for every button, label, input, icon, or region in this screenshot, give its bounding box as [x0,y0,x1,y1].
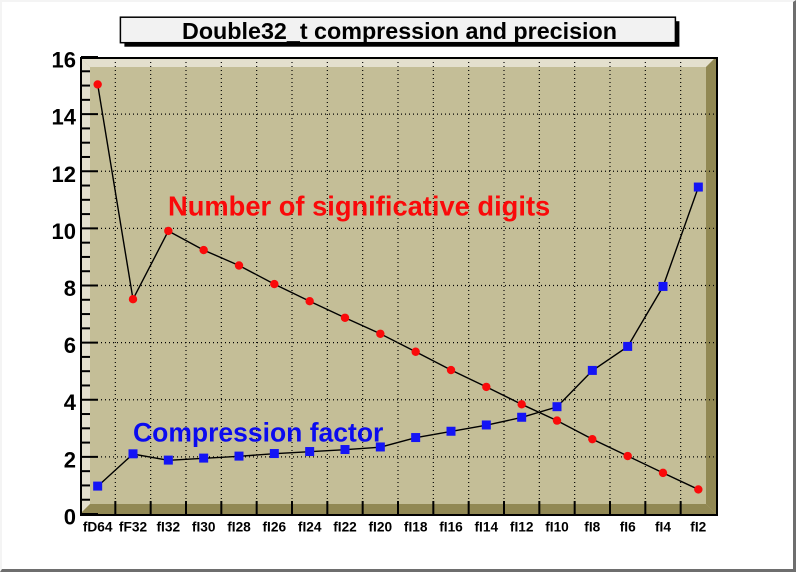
svg-text:8: 8 [64,276,76,301]
svg-text:fI16: fI16 [439,520,463,535]
svg-text:16: 16 [52,48,76,73]
svg-text:fI26: fI26 [263,520,287,535]
svg-text:fD64: fD64 [83,520,113,535]
svg-text:fI10: fI10 [545,520,569,535]
svg-text:Compression factor: Compression factor [133,417,383,447]
svg-text:Double32_t compression and pre: Double32_t compression and precision [182,18,617,44]
svg-text:10: 10 [52,219,76,244]
svg-text:fI32: fI32 [157,520,181,535]
svg-text:fI22: fI22 [333,520,357,535]
svg-text:fI6: fI6 [620,520,636,535]
svg-text:fI30: fI30 [192,520,216,535]
svg-text:fI20: fI20 [369,520,393,535]
svg-text:fI8: fI8 [584,520,600,535]
svg-text:6: 6 [64,333,76,358]
svg-text:14: 14 [52,105,77,130]
svg-text:Number of significative digits: Number of significative digits [168,191,550,222]
svg-text:fI18: fI18 [404,520,428,535]
svg-text:fF32: fF32 [119,520,148,535]
svg-text:0: 0 [64,505,76,530]
svg-text:fI4: fI4 [655,520,671,535]
svg-text:fI2: fI2 [690,520,706,535]
svg-text:fI28: fI28 [227,520,251,535]
svg-text:4: 4 [64,390,77,415]
svg-text:fI12: fI12 [510,520,534,535]
svg-text:2: 2 [64,447,76,472]
svg-text:fI14: fI14 [475,520,499,535]
svg-text:12: 12 [52,162,76,187]
svg-text:fI24: fI24 [298,520,322,535]
